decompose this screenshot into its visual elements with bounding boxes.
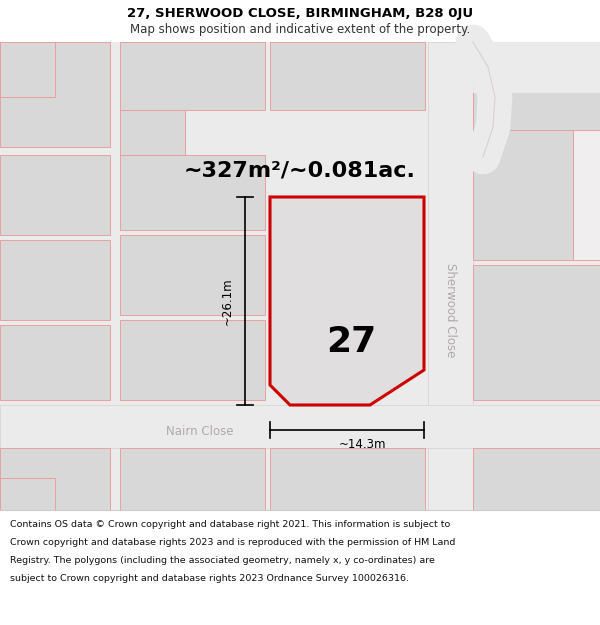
Text: Contains OS data © Crown copyright and database right 2021. This information is : Contains OS data © Crown copyright and d… [10,520,450,529]
Bar [120,235,265,315]
Text: 27, SHERWOOD CLOSE, BIRMINGHAM, B28 0JU: 27, SHERWOOD CLOSE, BIRMINGHAM, B28 0JU [127,6,473,19]
Bar [473,265,600,400]
Bar [473,130,573,260]
Bar [120,320,265,400]
Text: ~14.3m: ~14.3m [338,439,386,451]
Bar [0,240,110,320]
Bar [120,42,265,110]
Bar [120,110,185,155]
Text: Nairn Close: Nairn Close [166,425,234,438]
Bar [120,155,265,230]
Bar [0,0,600,42]
Text: ~327m²/~0.081ac.: ~327m²/~0.081ac. [184,160,416,180]
Text: Sherwood Close: Sherwood Close [444,262,457,357]
Bar [270,448,425,510]
Bar [0,155,110,235]
Text: Registry. The polygons (including the associated geometry, namely x, y co-ordina: Registry. The polygons (including the as… [10,556,435,565]
Bar [428,42,473,510]
Bar [270,42,425,110]
Polygon shape [270,197,424,405]
Bar [473,448,600,510]
Bar [0,325,110,400]
Bar [0,42,110,147]
Bar [573,130,600,260]
Bar [473,42,600,92]
Bar [0,448,110,510]
Text: Map shows position and indicative extent of the property.: Map shows position and indicative extent… [130,24,470,36]
Bar [0,42,600,510]
Bar [473,42,600,132]
Text: ~26.1m: ~26.1m [221,278,233,325]
Bar [0,42,55,97]
Text: Crown copyright and database rights 2023 and is reproduced with the permission o: Crown copyright and database rights 2023… [10,538,455,547]
Text: subject to Crown copyright and database rights 2023 Ordnance Survey 100026316.: subject to Crown copyright and database … [10,574,409,583]
Bar [0,405,600,448]
Bar [0,478,55,510]
Text: 27: 27 [326,324,376,359]
Bar [120,448,265,510]
